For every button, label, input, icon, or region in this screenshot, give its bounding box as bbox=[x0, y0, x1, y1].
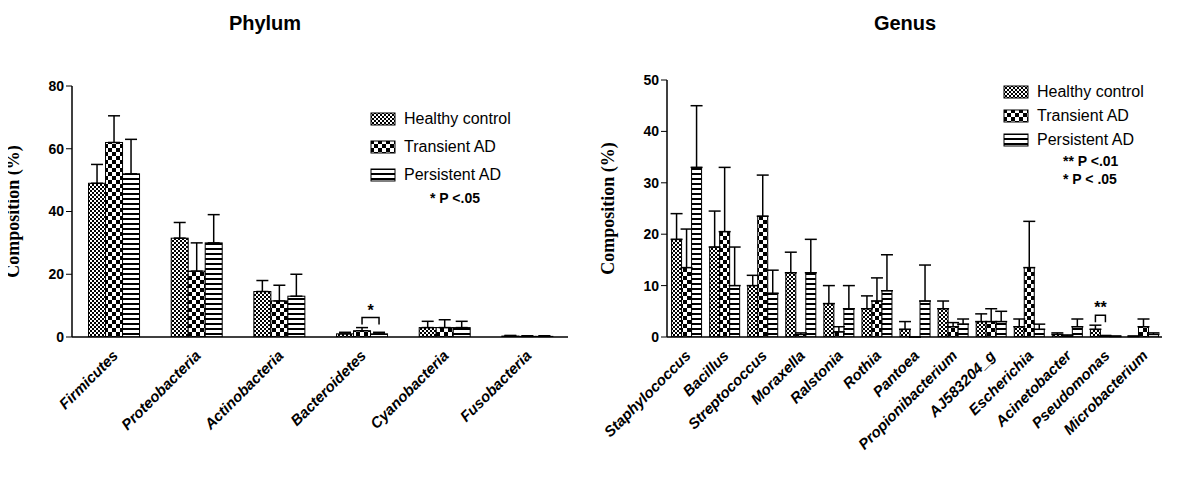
svg-text:Propionibacterium: Propionibacterium bbox=[854, 346, 961, 453]
svg-text:0: 0 bbox=[651, 329, 659, 345]
html-text:* P < .05: * P < .05 bbox=[1063, 171, 1117, 187]
svg-text:Escherichia: Escherichia bbox=[964, 346, 1037, 419]
html-text:** P <.01: ** P <.01 bbox=[1063, 153, 1119, 169]
svg-text:Composition (%): Composition (%) bbox=[8, 145, 24, 278]
svg-text:Cyanobacteria: Cyanobacteria bbox=[367, 347, 452, 432]
svg-text:40: 40 bbox=[643, 123, 659, 139]
html-text:Healthy control: Healthy control bbox=[1037, 83, 1144, 100]
svg-text:50: 50 bbox=[643, 72, 659, 88]
svg-text:Fusobacteria: Fusobacteria bbox=[456, 347, 534, 425]
html-text:Persistent AD: Persistent AD bbox=[1037, 131, 1134, 148]
svg-text:Streptococcus: Streptococcus bbox=[684, 346, 770, 433]
html-text:Healthy control: Healthy control bbox=[404, 110, 511, 127]
svg-text:Bacillus: Bacillus bbox=[679, 346, 732, 400]
svg-text:Ralstonia: Ralstonia bbox=[786, 347, 846, 407]
svg-text:Rothia: Rothia bbox=[839, 346, 885, 392]
svg-text:Firmicutes: Firmicutes bbox=[55, 347, 121, 413]
svg-text:Moraxella: Moraxella bbox=[747, 346, 808, 408]
svg-text:*: * bbox=[367, 302, 374, 319]
svg-text:Pseudomonas: Pseudomonas bbox=[1028, 346, 1113, 432]
html-text:Transient AD: Transient AD bbox=[404, 138, 496, 155]
html-text:* P <.05: * P <.05 bbox=[430, 190, 480, 206]
svg-text:Actinobacteria: Actinobacteria bbox=[200, 347, 286, 433]
svg-text:Composition (%): Composition (%) bbox=[598, 142, 619, 275]
svg-text:0: 0 bbox=[56, 329, 64, 345]
html-text:Phylum: Phylum bbox=[228, 12, 302, 34]
svg-text:AJ583204_g: AJ583204_g bbox=[925, 346, 999, 421]
svg-text:10: 10 bbox=[643, 278, 659, 294]
svg-text:Staphylococcus: Staphylococcus bbox=[600, 347, 693, 440]
svg-text:Microbacterium: Microbacterium bbox=[1060, 347, 1151, 438]
svg-text:Bacteroidetes: Bacteroidetes bbox=[287, 347, 369, 429]
svg-text:20: 20 bbox=[48, 266, 64, 282]
html-text:Transient AD: Transient AD bbox=[1037, 107, 1129, 124]
svg-text:Pantoea: Pantoea bbox=[869, 346, 923, 400]
svg-text:30: 30 bbox=[643, 175, 659, 191]
html-text:Persistent AD: Persistent AD bbox=[404, 166, 501, 183]
svg-text:Proteobacteria: Proteobacteria bbox=[117, 347, 203, 433]
svg-text:20: 20 bbox=[643, 226, 659, 242]
svg-text:Acinetobacter: Acinetobacter bbox=[991, 346, 1075, 430]
svg-text:**: ** bbox=[1094, 299, 1107, 316]
svg-text:80: 80 bbox=[48, 78, 64, 94]
html-text:Genus: Genus bbox=[873, 12, 937, 34]
svg-text:60: 60 bbox=[48, 141, 64, 157]
svg-text:40: 40 bbox=[48, 203, 64, 219]
